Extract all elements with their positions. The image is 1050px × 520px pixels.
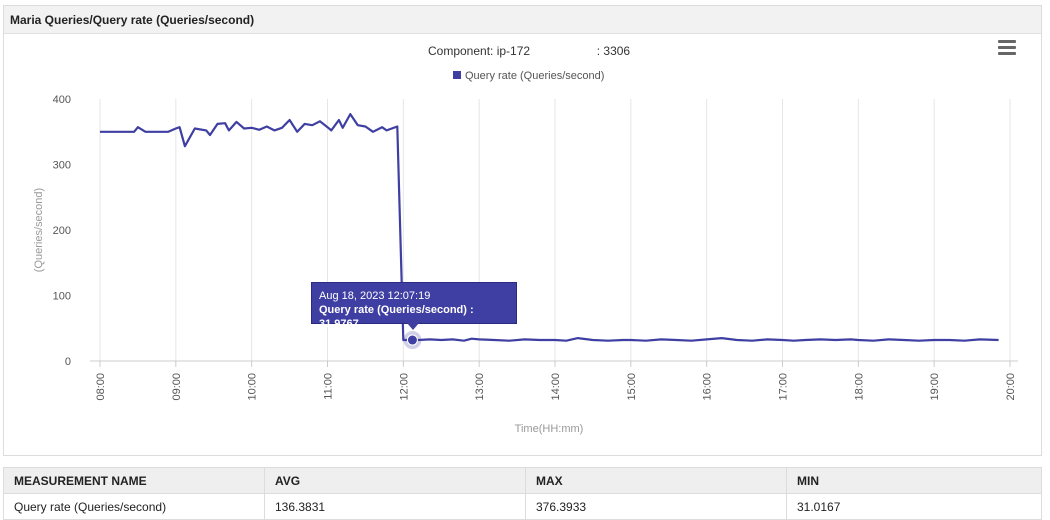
legend-swatch xyxy=(453,71,461,79)
line-chart: 08:00 09:00 10:00 11:00 12:00 13:00 14:00 15:00… xyxy=(33,44,1018,435)
cell-measurement-name: Query rate (Queries/second) xyxy=(3,493,265,520)
y-tick-label: 0 xyxy=(65,356,71,368)
table-header-row: MEASUREMENT NAME AVG MAX MIN xyxy=(3,467,1042,494)
cell-max: 376.3933 xyxy=(525,493,787,520)
y-tick-label: 400 xyxy=(53,94,71,106)
x-tick-label: 19:00 xyxy=(929,373,941,401)
header-max: MAX xyxy=(525,467,787,494)
x-tick-label: 08:00 xyxy=(95,373,107,401)
y-tick-label: 300 xyxy=(53,160,71,172)
x-tick-label: 15:00 xyxy=(626,373,638,401)
x-tick-label: 13:00 xyxy=(474,373,486,401)
x-tick-label: 12:00 xyxy=(398,373,410,401)
tooltip-arrow xyxy=(407,323,419,330)
cell-min: 31.0167 xyxy=(786,493,1042,520)
header-avg: AVG xyxy=(264,467,526,494)
chart-menu-icon[interactable] xyxy=(998,40,1016,56)
series-line xyxy=(100,112,999,342)
x-tick-label: 11:00 xyxy=(323,373,335,400)
x-tick-label: 16:00 xyxy=(702,373,714,401)
header-measurement-name: MEASUREMENT NAME xyxy=(3,467,265,494)
x-tick-label: 10:00 xyxy=(247,373,259,401)
y-tick-label: 100 xyxy=(53,291,71,303)
x-tick-label: 20:00 xyxy=(1005,373,1017,401)
tooltip-date: Aug 18, 2023 12:07:19 xyxy=(319,290,431,302)
x-axis-label: Time(HH:mm) xyxy=(515,423,584,435)
x-tick-label: 14:00 xyxy=(550,373,562,401)
table-row: Query rate (Queries/second) 136.3831 376… xyxy=(3,493,1042,520)
panel-header: Maria Queries/Query rate (Queries/second… xyxy=(4,6,1041,34)
legend-label: Query rate (Queries/second) xyxy=(465,70,604,82)
measurement-table: MEASUREMENT NAME AVG MAX MIN Query rate … xyxy=(3,467,1042,520)
chart-subtitle: Component: ip-172 : 3306 xyxy=(428,44,630,58)
data-point xyxy=(406,334,418,346)
y-tick-label: 200 xyxy=(53,225,71,237)
chart-tooltip: Aug 18, 2023 12:07:19 Query rate (Querie… xyxy=(311,282,517,330)
header-min: MIN xyxy=(786,467,1042,494)
x-tick-label: 09:00 xyxy=(171,373,183,401)
x-tick-label: 17:00 xyxy=(778,373,790,401)
tooltip-value: Query rate (Queries/second) : 31.9767 xyxy=(319,304,474,330)
x-tick-label: 18:00 xyxy=(853,373,865,401)
cell-avg: 136.3831 xyxy=(264,493,526,520)
y-axis-label: (Queries/second) xyxy=(33,188,45,272)
panel-title: Maria Queries/Query rate (Queries/second… xyxy=(10,13,255,27)
